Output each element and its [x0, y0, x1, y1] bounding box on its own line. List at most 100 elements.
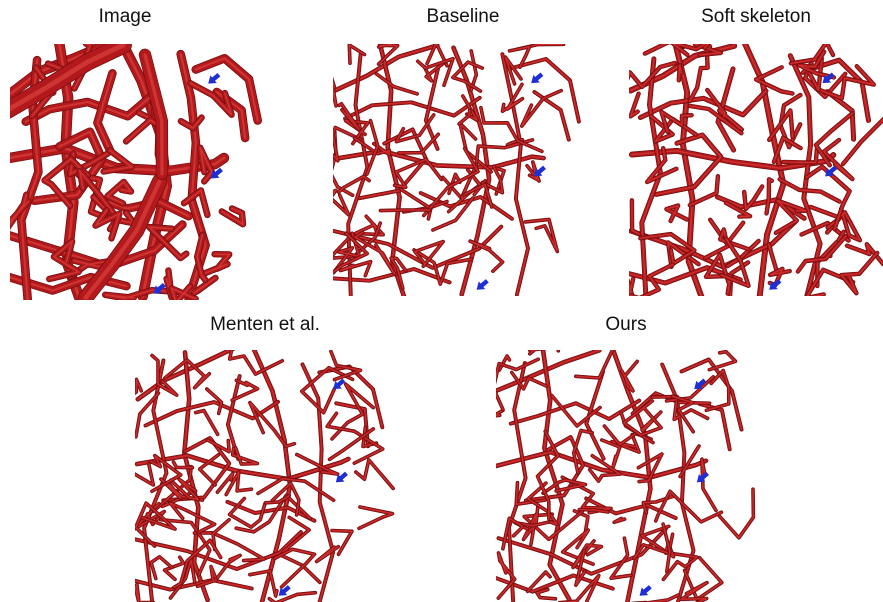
blue-arrow-icon: [333, 378, 346, 390]
vessel-render-image: [10, 44, 270, 300]
vessel-segment: [194, 409, 219, 436]
vessel-highlight: [808, 59, 870, 121]
panel-baseline: Baseline: [333, 0, 593, 302]
vessel-highlight: [469, 240, 504, 272]
vessel-highlight: [717, 68, 735, 151]
vessel-segment: [630, 198, 641, 236]
vessel-highlight: [170, 285, 197, 300]
vessel-highlight: [135, 582, 140, 602]
vessel-highlight: [497, 552, 516, 599]
vessel-highlight: [257, 478, 334, 501]
vessel-highlight: [423, 148, 479, 216]
vessel-highlight: [475, 139, 533, 168]
vessel-highlight: [508, 362, 527, 602]
vessel-highlight: [10, 44, 126, 112]
vessel-highlight: [135, 502, 176, 547]
vessel-highlight: [629, 264, 674, 296]
vessel-highlight: [679, 445, 700, 477]
vessel-highlight: [24, 90, 158, 123]
vessel-highlight: [344, 97, 481, 119]
vessel-highlight: [189, 82, 233, 116]
vessel-highlight: [652, 396, 708, 421]
vessel-highlight: [193, 277, 216, 294]
vessel-highlight: [135, 463, 154, 486]
vessel-highlight: [655, 490, 722, 523]
vessel-highlight: [326, 412, 384, 464]
vessel-highlight: [150, 556, 173, 579]
vessel-highlight: [423, 60, 447, 82]
vessel-highlight: [195, 410, 218, 435]
vessel-highlight: [665, 204, 688, 222]
vessel-highlight: [610, 537, 632, 579]
vessel-highlight: [179, 53, 207, 300]
vessel-highlight: [579, 509, 609, 513]
vessel-highlight: [575, 550, 586, 586]
vessel-highlight: [840, 252, 878, 294]
vessel-highlight: [301, 367, 353, 414]
vessel-highlight: [705, 369, 730, 411]
vessel-segment: [718, 221, 750, 251]
vessel-network-svg: [629, 44, 883, 296]
vessel-highlight: [689, 44, 709, 102]
vessel-highlight: [502, 517, 523, 550]
vessel-highlight: [463, 184, 493, 208]
vessel-highlight: [621, 361, 638, 392]
vessel-highlight: [672, 395, 694, 433]
vessel-highlight: [701, 459, 717, 511]
blue-arrow-icon: [153, 282, 166, 294]
vessel-highlight: [511, 372, 547, 390]
vessel-highlight: [623, 400, 662, 436]
vessel-highlight: [510, 400, 640, 424]
vessel-highlight: [798, 51, 835, 78]
vessel-highlight: [727, 240, 760, 267]
vessel-highlight: [180, 116, 203, 130]
vessel-highlight: [725, 202, 752, 218]
blue-arrow-icon: [531, 72, 544, 84]
vessel-highlight: [333, 81, 337, 106]
vessel-segment: [524, 218, 559, 253]
vessel-highlight: [663, 552, 698, 580]
vessel-group: [496, 350, 756, 602]
vessel-highlight: [646, 147, 677, 183]
vessel-highlight: [766, 178, 773, 214]
vessel-highlight: [815, 112, 853, 166]
vessel-highlight: [206, 388, 222, 414]
vessel-highlight: [207, 439, 230, 453]
vessel-highlight: [689, 175, 719, 206]
vessel-highlight: [268, 592, 316, 602]
vessel-highlight: [458, 109, 471, 125]
vessel-group: [333, 44, 581, 296]
vessel-highlight: [585, 371, 604, 460]
vessel-highlight: [10, 193, 30, 226]
vessel-highlight: [170, 478, 200, 501]
blue-arrow-icon: [694, 378, 707, 390]
vessel-highlight: [296, 454, 338, 475]
vessel-highlight: [684, 557, 723, 601]
vessel-highlight: [94, 209, 121, 240]
vessel-highlight: [143, 53, 164, 176]
vessel-highlight: [672, 44, 709, 56]
vessel-highlight: [272, 482, 300, 516]
vessel-highlight: [718, 488, 754, 539]
vessel-highlight: [235, 494, 311, 533]
panel-menten: Menten et al.: [135, 308, 395, 602]
vessel-highlight: [815, 65, 876, 99]
blue-arrow-icon: [335, 471, 348, 483]
blue-arrow-icon: [476, 279, 489, 290]
panel-title: Soft skeleton: [701, 6, 811, 27]
vessel-outline: [637, 88, 769, 120]
vessel-highlight: [150, 455, 182, 492]
vessel-highlight: [575, 350, 613, 379]
vessel-highlight: [232, 447, 258, 465]
vessel-highlight: [805, 166, 851, 230]
vessel-highlight: [355, 459, 394, 489]
vessel-highlight: [689, 105, 742, 134]
vessel-highlight: [333, 44, 438, 92]
vessel-highlight: [173, 539, 222, 588]
blue-arrow-icon: [208, 72, 221, 84]
panel-title: Baseline: [426, 6, 500, 27]
vessel-highlight: [163, 556, 185, 580]
vessel-highlight: [400, 189, 448, 209]
vessel-group: [629, 44, 883, 296]
vessel-outline: [707, 350, 738, 372]
